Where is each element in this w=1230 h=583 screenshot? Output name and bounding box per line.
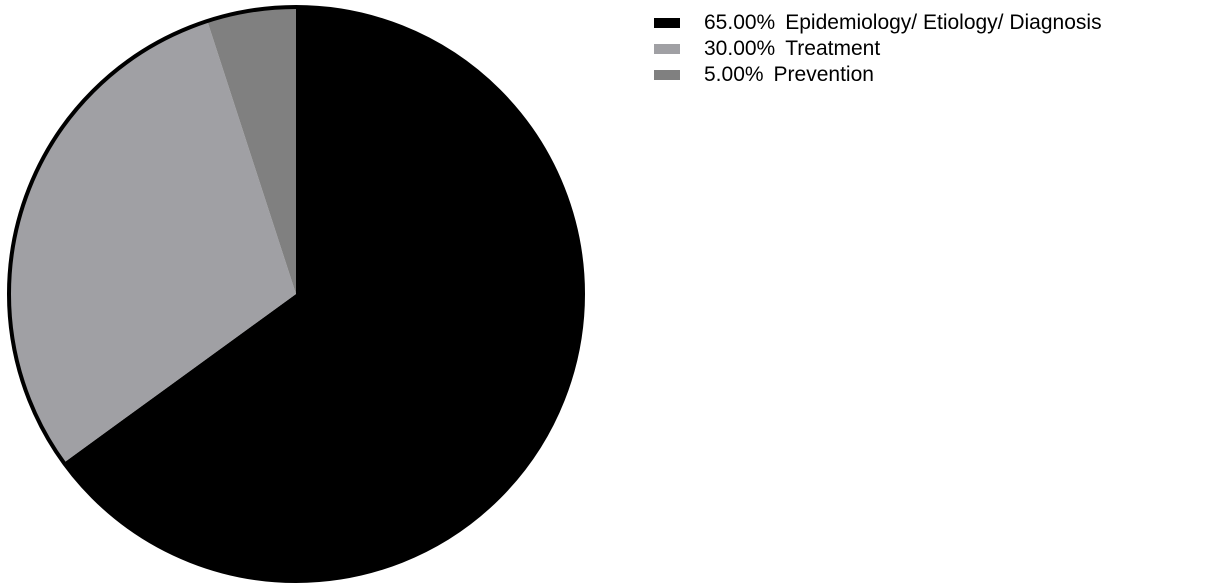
legend-label: Prevention <box>773 63 874 86</box>
chart-legend: 65.00% Epidemiology/ Etiology/ Diagnosis 3… <box>654 10 1102 88</box>
pie-slice-1 <box>9 21 297 463</box>
legend-label: Epidemiology/ Etiology/ Diagnosis <box>785 11 1102 34</box>
pie-chart <box>7 5 585 583</box>
pie-slice-2 <box>207 7 296 294</box>
legend-swatch <box>654 18 680 28</box>
legend-item-1: 30.00% Treatment <box>654 36 1102 62</box>
legend-item-0: 65.00% Epidemiology/ Etiology/ Diagnosis <box>654 10 1102 36</box>
pie-slice-0 <box>63 7 584 581</box>
legend-percent: 30.00% <box>704 37 776 60</box>
legend-item-2: 5.00% Prevention <box>654 62 1102 88</box>
legend-swatch <box>654 70 680 80</box>
legend-percent: 5.00% <box>704 63 764 86</box>
legend-swatch <box>654 44 680 54</box>
legend-label: Treatment <box>785 37 881 60</box>
legend-percent: 65.00% <box>704 11 776 34</box>
pie-outline <box>7 5 585 583</box>
